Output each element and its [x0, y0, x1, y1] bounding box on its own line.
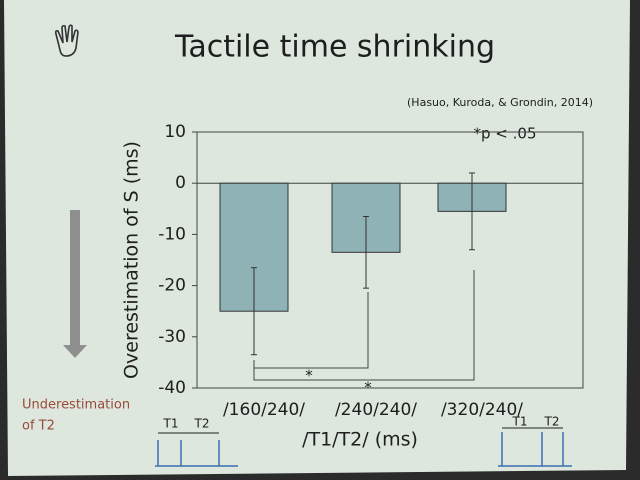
down-arrow	[63, 210, 87, 358]
timing-diagram	[155, 432, 572, 467]
y-tick-label: -10	[158, 224, 186, 244]
timing-label: T2	[544, 415, 560, 429]
x-tick-label: /240/240/	[335, 400, 417, 420]
x-tick-label: /320/240/	[441, 400, 523, 420]
significance-note: *p < .05	[474, 125, 537, 143]
timing-label: T2	[194, 417, 210, 431]
hand-icon	[54, 24, 79, 57]
timing-label: T1	[512, 415, 528, 429]
significance-star: *	[364, 379, 372, 397]
source: (Hasuo, Kuroda, & Grondin, 2014)	[407, 96, 593, 109]
significance-star: *	[305, 367, 313, 385]
x-tick-label: /160/240/	[223, 400, 305, 420]
plot-frame	[196, 131, 584, 389]
x-axis-label: /T1/T2/ (ms)	[302, 429, 418, 451]
significance-bracket	[253, 270, 475, 381]
side-note: of T2	[22, 419, 55, 434]
significance-bracket	[253, 292, 369, 369]
side-note: Underestimation	[22, 398, 130, 413]
y-tick-label: 10	[164, 122, 186, 142]
y-tick-label: -40	[158, 378, 186, 398]
chart-title: Tactile time shrinking	[174, 30, 495, 65]
y-tick-label: 0	[175, 173, 186, 193]
timing-intervals	[158, 427, 563, 434]
y-tick-label: -30	[158, 327, 186, 347]
y-tick-label: -20	[158, 276, 186, 296]
y-axis-label: Overestimation of S (ms)	[121, 141, 143, 379]
timing-label: T1	[163, 417, 179, 431]
